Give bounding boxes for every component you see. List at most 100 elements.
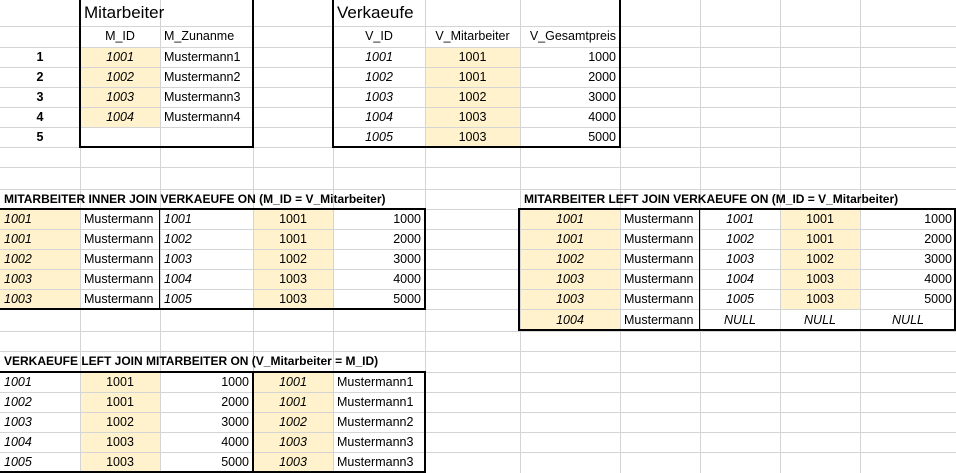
m-name-cell[interactable]: Mustermann3 bbox=[164, 90, 241, 104]
v-mitarbeiter-cell[interactable]: 1002 bbox=[458, 90, 487, 104]
lj-vmit-cell[interactable]: 1001 bbox=[806, 232, 834, 246]
lj-vid-cell[interactable]: 1001 bbox=[726, 212, 754, 226]
m-name-cell[interactable]: Mustermann4 bbox=[164, 110, 241, 124]
vk-name-cell[interactable]: Mustermann3 bbox=[337, 455, 414, 469]
ij-mid-cell[interactable]: 1003 bbox=[4, 272, 32, 286]
lj-vid-cell[interactable]: 1004 bbox=[726, 272, 754, 286]
vk-mid-cell[interactable]: 1001 bbox=[279, 395, 307, 409]
v-id-cell[interactable]: 1003 bbox=[365, 90, 393, 104]
lj-vid-cell[interactable]: NULL bbox=[724, 313, 756, 327]
vk-vid-cell[interactable]: 1001 bbox=[4, 375, 32, 389]
m-name-cell[interactable]: Mustermann1 bbox=[164, 50, 241, 64]
vk-vid-cell[interactable]: 1002 bbox=[4, 395, 32, 409]
ij-vmit-cell[interactable]: 1003 bbox=[279, 292, 307, 306]
ij-preis-cell[interactable]: 5000 bbox=[393, 292, 421, 306]
vk-mid-cell[interactable]: 1003 bbox=[279, 455, 307, 469]
vk-vid-cell[interactable]: 1003 bbox=[4, 415, 32, 429]
lj-vid-cell[interactable]: 1005 bbox=[726, 292, 754, 306]
ij-vid-cell[interactable]: 1002 bbox=[164, 232, 192, 246]
lj-mid-cell[interactable]: 1002 bbox=[556, 252, 584, 266]
v-gesamtpreis-cell[interactable]: 4000 bbox=[588, 110, 616, 124]
ij-preis-cell[interactable]: 4000 bbox=[393, 272, 421, 286]
vk-mid-cell[interactable]: 1001 bbox=[279, 375, 307, 389]
vk-preis-cell[interactable]: 4000 bbox=[221, 435, 249, 449]
vk-vmit-cell[interactable]: 1002 bbox=[106, 415, 134, 429]
lj-vmit-cell[interactable]: NULL bbox=[804, 313, 836, 327]
row-number[interactable]: 4 bbox=[36, 110, 44, 124]
m-id-cell[interactable]: 1003 bbox=[106, 90, 134, 104]
lj-vmit-cell[interactable]: 1003 bbox=[806, 292, 834, 306]
v-id-cell[interactable]: 1005 bbox=[365, 130, 393, 144]
vk-vmit-cell[interactable]: 1003 bbox=[106, 455, 134, 469]
ij-mid-cell[interactable]: 1001 bbox=[4, 232, 32, 246]
header-m-zuname[interactable]: M_Zunanme bbox=[164, 29, 235, 43]
ij-vmit-cell[interactable]: 1002 bbox=[279, 252, 307, 266]
lj-name-cell[interactable]: Mustermann bbox=[624, 232, 694, 246]
vk-preis-cell[interactable]: 5000 bbox=[221, 455, 249, 469]
ij-vmit-cell[interactable]: 1001 bbox=[279, 232, 307, 246]
v-gesamtpreis-cell[interactable]: 5000 bbox=[588, 130, 616, 144]
m-id-cell[interactable]: 1002 bbox=[106, 70, 134, 84]
vk-preis-cell[interactable]: 3000 bbox=[221, 415, 249, 429]
lj-mid-cell[interactable]: 1001 bbox=[556, 212, 584, 226]
vk-vid-cell[interactable]: 1005 bbox=[4, 455, 32, 469]
v-mitarbeiter-cell[interactable]: 1001 bbox=[458, 70, 487, 84]
ij-vid-cell[interactable]: 1003 bbox=[164, 252, 192, 266]
ij-vid-cell[interactable]: 1005 bbox=[164, 292, 192, 306]
v-id-cell[interactable]: 1004 bbox=[365, 110, 393, 124]
vk-vmit-cell[interactable]: 1001 bbox=[106, 395, 134, 409]
lj-vid-cell[interactable]: 1003 bbox=[726, 252, 754, 266]
ij-mid-cell[interactable]: 1003 bbox=[4, 292, 32, 306]
verkaeufe-title[interactable]: Verkaeufe bbox=[337, 3, 414, 22]
row-number[interactable]: 5 bbox=[36, 130, 44, 144]
lj-preis-cell[interactable]: 1000 bbox=[924, 212, 952, 226]
lj-mid-cell[interactable]: 1003 bbox=[556, 272, 584, 286]
ij-vmit-cell[interactable]: 1001 bbox=[279, 212, 307, 226]
lj-name-cell[interactable]: Mustermann bbox=[624, 272, 694, 286]
vk-vid-cell[interactable]: 1004 bbox=[4, 435, 32, 449]
lj-preis-cell[interactable]: 5000 bbox=[924, 292, 952, 306]
ij-preis-cell[interactable]: 1000 bbox=[393, 212, 421, 226]
row-number[interactable]: 2 bbox=[36, 70, 44, 84]
vk-preis-cell[interactable]: 2000 bbox=[221, 395, 249, 409]
lj-preis-cell[interactable]: 3000 bbox=[924, 252, 952, 266]
header-v-mitarbeiter[interactable]: V_Mitarbeiter bbox=[435, 29, 510, 43]
ij-vid-cell[interactable]: 1004 bbox=[164, 272, 192, 286]
vk-name-cell[interactable]: Mustermann1 bbox=[337, 375, 414, 389]
ij-mid-cell[interactable]: 1001 bbox=[4, 212, 32, 226]
vk-name-cell[interactable]: Mustermann1 bbox=[337, 395, 414, 409]
vk-mid-cell[interactable]: 1002 bbox=[279, 415, 307, 429]
ij-preis-cell[interactable]: 2000 bbox=[393, 232, 421, 246]
lj-name-cell[interactable]: Mustermann bbox=[624, 313, 694, 327]
lj-mid-cell[interactable]: 1001 bbox=[556, 232, 584, 246]
ij-vid-cell[interactable]: 1001 bbox=[164, 212, 192, 226]
m-id-cell[interactable]: 1004 bbox=[106, 110, 134, 124]
lj-preis-cell[interactable]: 2000 bbox=[924, 232, 952, 246]
v-mitarbeiter-cell[interactable]: 1003 bbox=[458, 110, 487, 124]
ij-mid-cell[interactable]: 1002 bbox=[4, 252, 32, 266]
header-v-id[interactable]: V_ID bbox=[365, 29, 393, 43]
header-m-id[interactable]: M_ID bbox=[105, 29, 135, 43]
ij-name-cell[interactable]: Mustermann bbox=[84, 212, 154, 226]
vk-name-cell[interactable]: Mustermann3 bbox=[337, 435, 414, 449]
v-mitarbeiter-cell[interactable]: 1001 bbox=[458, 50, 487, 64]
v-gesamtpreis-cell[interactable]: 3000 bbox=[588, 90, 616, 104]
v-id-cell[interactable]: 1002 bbox=[365, 70, 393, 84]
vk-mid-cell[interactable]: 1003 bbox=[279, 435, 307, 449]
header-v-gesamtpreis[interactable]: V_Gesamtpreis bbox=[529, 29, 616, 43]
row-number[interactable]: 1 bbox=[36, 50, 44, 64]
ij-preis-cell[interactable]: 3000 bbox=[393, 252, 421, 266]
v-gesamtpreis-cell[interactable]: 1000 bbox=[588, 50, 616, 64]
row-number[interactable]: 3 bbox=[36, 90, 44, 104]
ij-name-cell[interactable]: Mustermann bbox=[84, 232, 154, 246]
v-id-cell[interactable]: 1001 bbox=[365, 50, 393, 64]
vk-preis-cell[interactable]: 1000 bbox=[221, 375, 249, 389]
lj-vmit-cell[interactable]: 1003 bbox=[806, 272, 834, 286]
inner-join-title[interactable]: MITARBEITER INNER JOIN VERKAEUFE ON (M_I… bbox=[4, 192, 386, 206]
ij-vmit-cell[interactable]: 1003 bbox=[279, 272, 307, 286]
lj-name-cell[interactable]: Mustermann bbox=[624, 252, 694, 266]
v-mitarbeiter-cell[interactable]: 1003 bbox=[458, 130, 487, 144]
ij-name-cell[interactable]: Mustermann bbox=[84, 272, 154, 286]
lj-vmit-cell[interactable]: 1001 bbox=[806, 212, 834, 226]
